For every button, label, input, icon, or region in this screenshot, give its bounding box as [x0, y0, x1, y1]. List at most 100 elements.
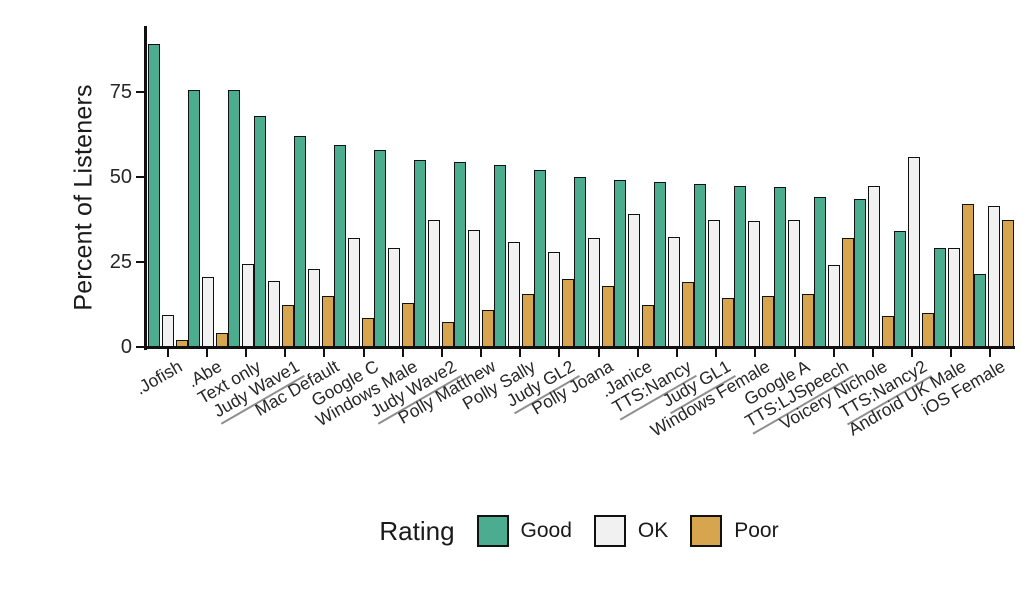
legend-label-ok: OK: [637, 519, 669, 542]
x-tick-mark: [244, 349, 247, 357]
legend-item-poor: Poor: [690, 515, 779, 547]
bar-group: [334, 10, 374, 347]
bar-good: [694, 183, 706, 347]
bar-group: [228, 10, 254, 347]
bar-good: [654, 182, 666, 347]
x-tick-mark: [989, 349, 992, 357]
bar-ok: [202, 277, 214, 347]
legend-label-poor: Poor: [734, 519, 779, 542]
bar-poor: [362, 318, 374, 347]
bar-good: [494, 165, 506, 347]
bar-group: [654, 10, 694, 347]
plot-area: [148, 10, 1014, 347]
bar-group: [188, 10, 228, 347]
bar-group: [414, 10, 454, 347]
x-tick-mark: [911, 349, 914, 357]
bar-ok: [508, 241, 520, 347]
bar-good: [334, 144, 346, 347]
bar-good: [894, 231, 906, 347]
x-tick-mark: [793, 349, 796, 357]
bar-poor: [402, 302, 414, 347]
bar-poor: [722, 297, 734, 347]
legend-title: Rating: [379, 515, 455, 546]
x-tick-mark: [362, 349, 365, 357]
legend-swatch-good: [476, 515, 509, 547]
bar-ok: [988, 205, 1000, 347]
bar-group: [148, 10, 188, 347]
y-tick-mark: [136, 346, 144, 348]
bar-ok: [348, 238, 360, 347]
bar-ok: [428, 219, 440, 347]
bar-poor: [922, 313, 934, 347]
bar-ok: [388, 248, 400, 347]
x-tick-mark: [401, 349, 404, 357]
legend-swatch-poor: [690, 515, 723, 547]
x-tick-mark: [675, 349, 678, 357]
bar-good: [934, 248, 946, 347]
bar-group: [254, 10, 294, 347]
legend-swatch-ok: [593, 515, 626, 547]
bar-good: [774, 187, 786, 347]
bar-ok: [908, 156, 920, 347]
x-tick-mark: [754, 349, 757, 357]
y-tick-label: 50: [109, 166, 132, 188]
x-tick-mark: [715, 349, 718, 357]
x-tick-mark: [480, 349, 483, 357]
bar-poor: [602, 285, 614, 347]
bar-ok: [162, 314, 174, 347]
bar-poor: [442, 321, 454, 347]
bar-poor: [642, 304, 654, 347]
bar-ok: [828, 265, 840, 347]
x-tick-mark: [205, 349, 208, 357]
x-tick-mark: [871, 349, 874, 357]
bar-good: [974, 273, 986, 347]
bar-poor: [522, 294, 534, 347]
bar-ok: [548, 251, 560, 347]
y-tick-label: 25: [109, 251, 132, 273]
bar-good: [574, 177, 586, 347]
bar-poor: [802, 294, 814, 347]
bar-good: [814, 197, 826, 347]
y-tick-mark: [136, 261, 144, 263]
bar-group: [534, 10, 574, 347]
bar-poor: [482, 309, 494, 347]
x-tick-mark: [832, 349, 835, 357]
y-tick-label: 75: [109, 81, 132, 103]
bar-ok: [788, 219, 800, 347]
bar-poor: [882, 316, 894, 347]
bar-group: [774, 10, 814, 347]
bar-ok: [468, 229, 480, 347]
bar-group: [934, 10, 974, 347]
bar-group: [294, 10, 334, 347]
bar-good: [454, 161, 466, 347]
y-axis-title: Percent of Listeners: [69, 84, 98, 311]
x-axis-label: .Jofish: [131, 356, 186, 399]
bar-good: [854, 199, 866, 347]
bar-group: [494, 10, 534, 347]
x-tick-mark: [519, 349, 522, 357]
bar-good: [254, 115, 266, 347]
x-tick-mark: [284, 349, 287, 357]
legend-item-good: Good: [476, 515, 572, 547]
bar-ok: [948, 248, 960, 347]
bar-group: [894, 10, 934, 347]
bar-ok: [268, 280, 280, 347]
bar-group: [814, 10, 854, 347]
bar-poor: [282, 304, 294, 347]
bar-good: [148, 44, 160, 347]
x-tick-mark: [950, 349, 953, 357]
x-tick-mark: [323, 349, 326, 357]
bar-poor: [962, 204, 974, 347]
bar-poor: [322, 296, 334, 347]
x-tick-mark: [166, 349, 169, 357]
legend-item-ok: OK: [593, 515, 669, 547]
bar-good: [534, 170, 546, 347]
y-tick-mark: [136, 91, 144, 93]
bar-good: [614, 180, 626, 347]
x-tick-mark: [440, 349, 443, 357]
bar-poor: [762, 296, 774, 347]
bar-ok: [708, 219, 720, 347]
bar-good: [734, 185, 746, 347]
x-axis-line: [144, 346, 1015, 349]
